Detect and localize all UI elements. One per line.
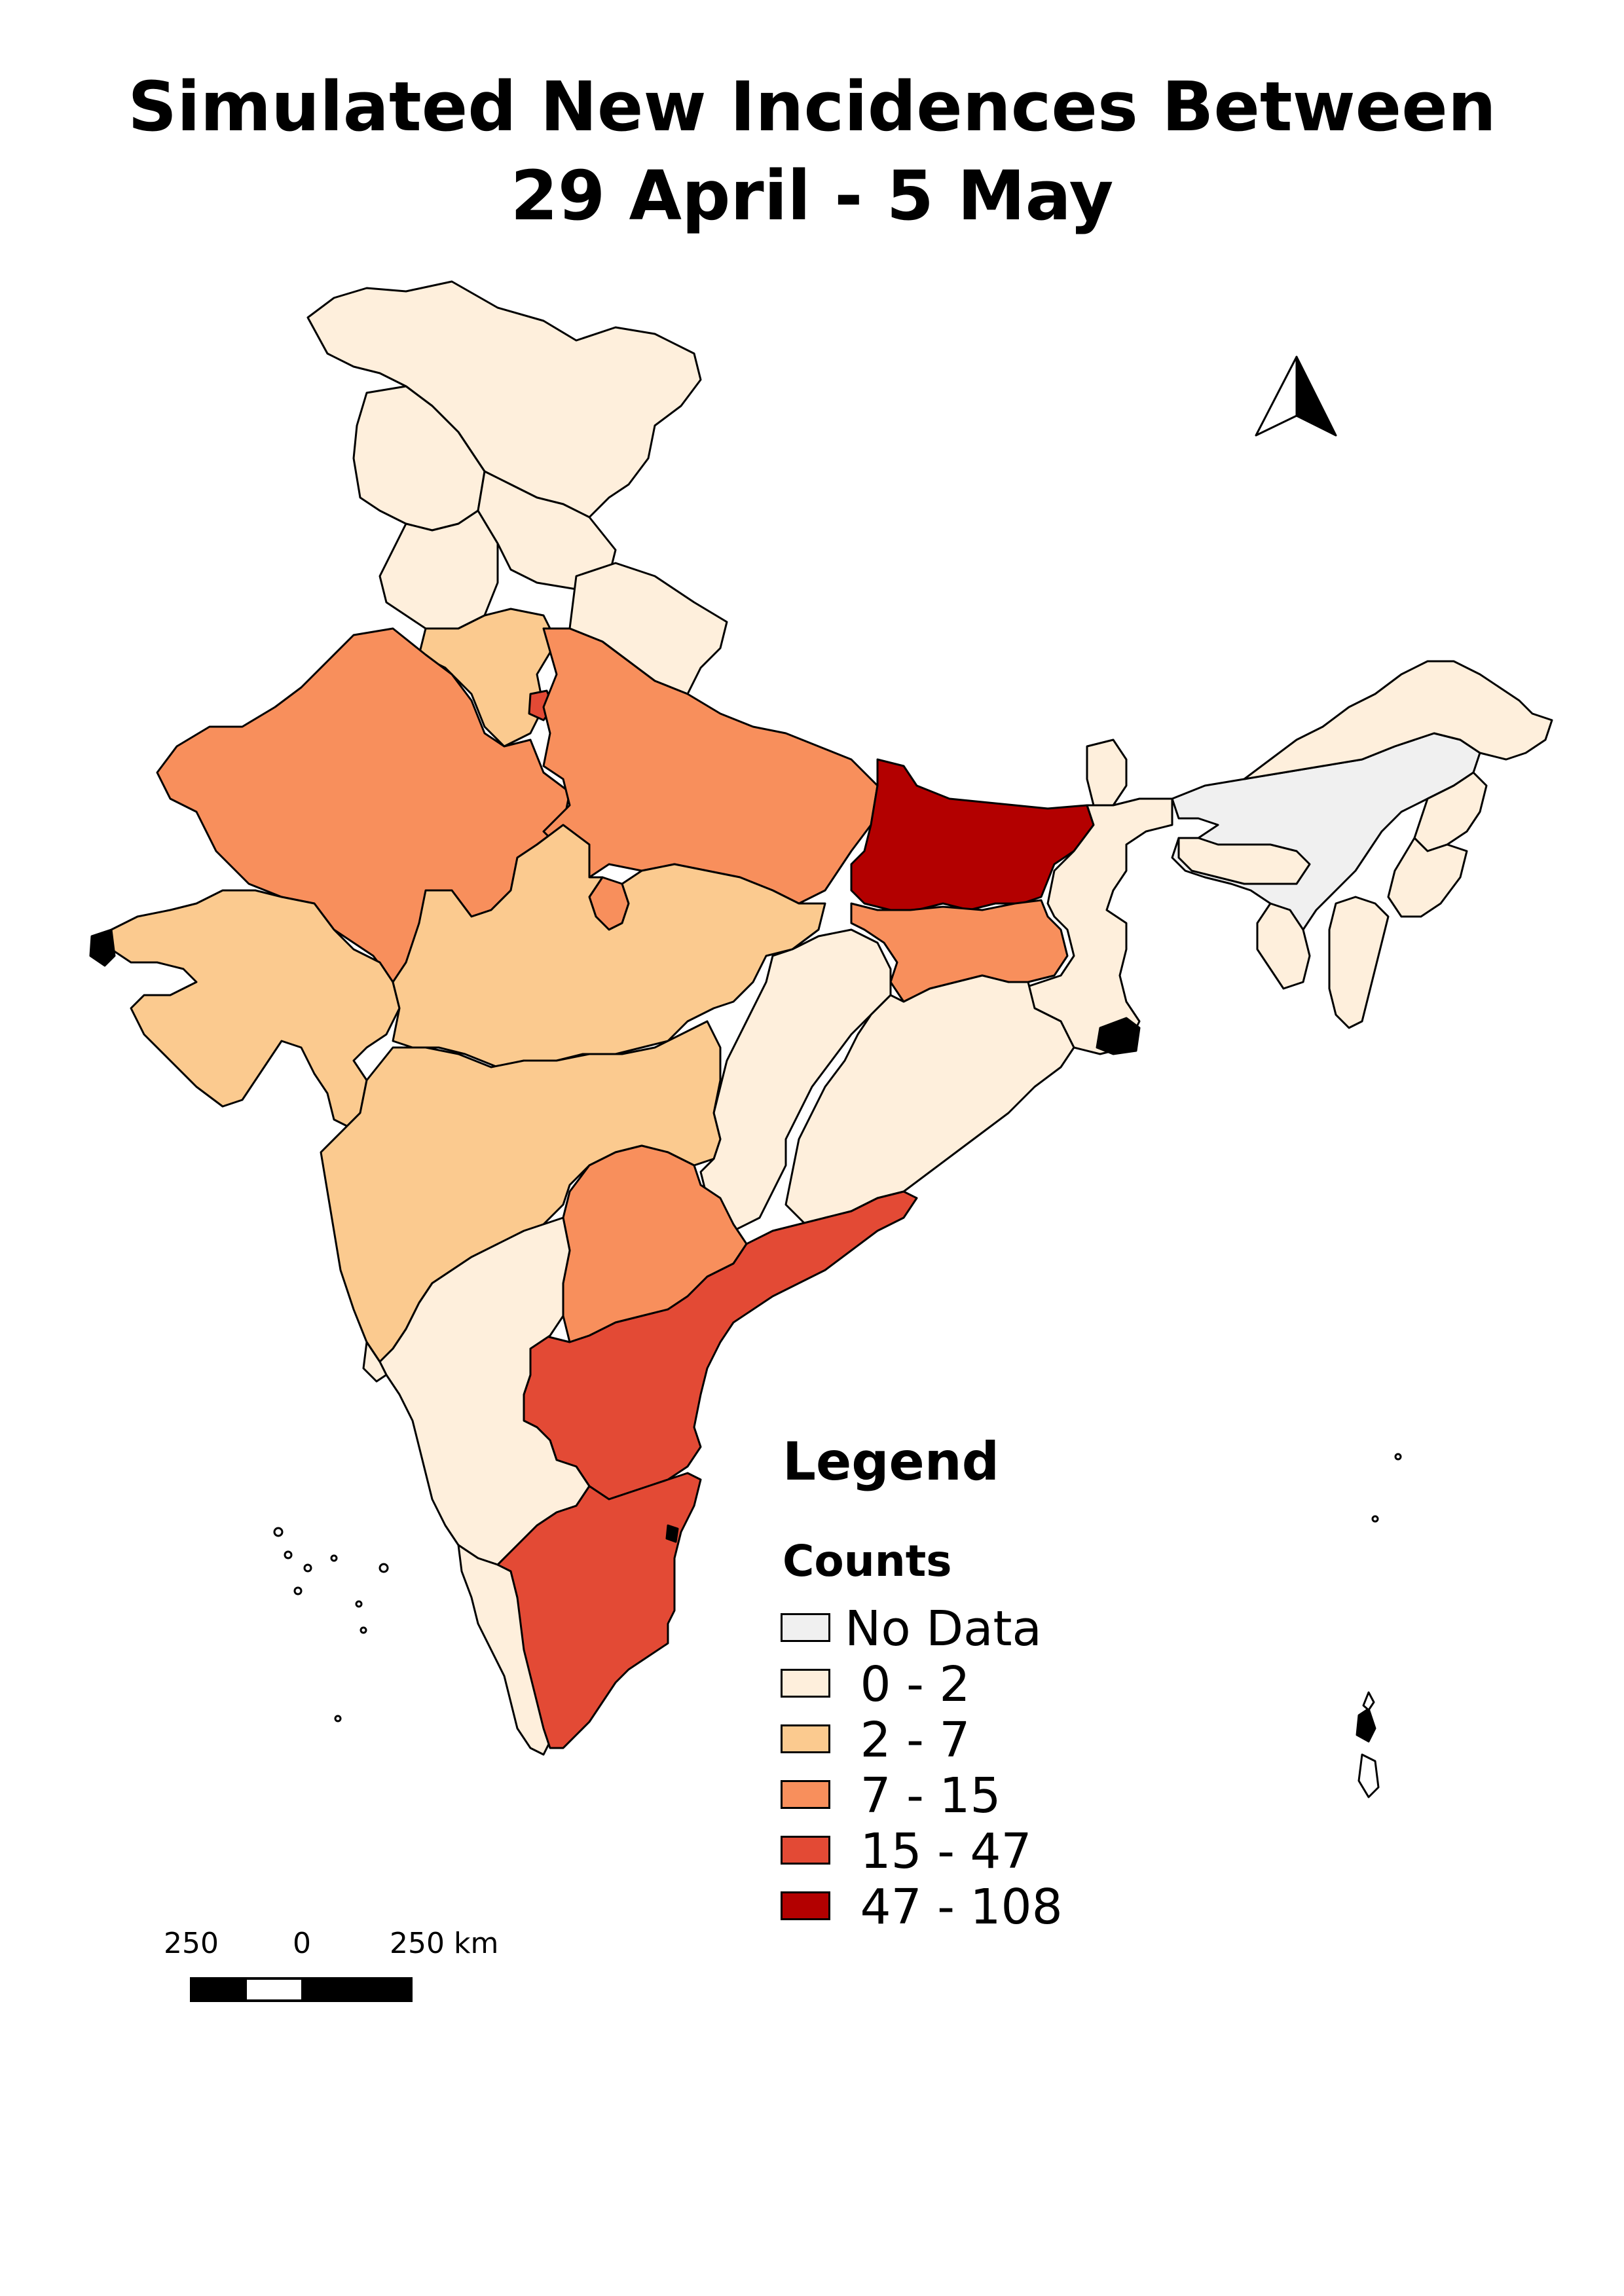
region-nagaland	[1413, 771, 1488, 852]
title-line-1: Simulated New Incidences Between	[128, 67, 1496, 147]
legend-label: 47 - 108	[845, 1879, 1063, 1935]
region-lakshadweep-7	[378, 1563, 389, 1573]
scale-bar	[190, 1977, 413, 2002]
region-meghalaya	[1177, 837, 1311, 885]
legend-label: 2 - 7	[845, 1712, 970, 1768]
region-mizoram	[1328, 896, 1390, 1029]
region-uttar-pradesh	[542, 627, 879, 905]
region-goa	[362, 1341, 388, 1383]
region-chhattisgarh	[699, 928, 892, 1232]
legend-swatch	[781, 1836, 830, 1865]
region-madhya-pradesh	[392, 824, 826, 1068]
region-lakshadweep-3	[303, 1563, 312, 1573]
region-lakshadweep-1	[273, 1527, 284, 1537]
region-sundarbans	[1096, 1017, 1141, 1055]
scale-label-left: 250	[164, 1927, 219, 1960]
region-lakshadweep-8	[360, 1626, 367, 1634]
legend-swatch	[781, 1891, 830, 1920]
region-lakshadweep-6	[355, 1600, 363, 1608]
region-lakshadweep-5	[330, 1554, 338, 1562]
legend-label: 15 - 47	[845, 1823, 1032, 1880]
region-karnataka	[378, 1216, 591, 1566]
title-line-2: 29 April - 5 May	[510, 156, 1114, 236]
scale-segment	[193, 1980, 247, 1999]
region-lakshadweep-2	[284, 1550, 293, 1559]
scale-segment	[301, 1980, 356, 1999]
region-andaman-1	[1394, 1453, 1402, 1461]
region-nicobar-1	[1356, 1707, 1376, 1743]
region-arunachal-pradesh	[1243, 660, 1553, 780]
scale-segment	[247, 1980, 301, 1999]
region-sikkim	[1086, 738, 1128, 807]
legend-swatch	[781, 1780, 830, 1809]
legend-subtitle: Counts	[783, 1536, 952, 1586]
scale-label-right: 250 km	[390, 1927, 499, 1960]
region-tamil-nadu	[496, 1472, 702, 1749]
region-lakshadweep-9	[334, 1715, 342, 1722]
region-punjab	[378, 509, 499, 630]
scale-segment	[356, 1980, 410, 1999]
region-manipur	[1387, 837, 1468, 918]
region-andaman-2	[1371, 1515, 1379, 1523]
region-kutch-coast	[89, 928, 116, 967]
region-lakshadweep-4	[293, 1586, 303, 1595]
region-puducherry	[665, 1524, 679, 1543]
legend-swatch	[781, 1669, 830, 1698]
legend-label: 0 - 2	[845, 1656, 970, 1713]
legend-swatch	[781, 1613, 830, 1642]
region-gujarat	[110, 889, 401, 1127]
map-title: Simulated New Incidences Between 29 Apri…	[0, 62, 1624, 240]
legend-title: Legend	[783, 1431, 999, 1492]
scale-label-zero: 0	[293, 1927, 311, 1960]
legend-label: No Data	[845, 1601, 1042, 1657]
legend-swatch	[781, 1724, 830, 1753]
region-tripura	[1256, 902, 1311, 990]
region-nicobar-3	[1362, 1691, 1375, 1711]
legend-label: 7 - 15	[845, 1768, 1001, 1824]
region-odisha	[784, 974, 1075, 1226]
north-arrow-icon	[1255, 355, 1337, 437]
region-nicobar-2	[1357, 1753, 1380, 1798]
